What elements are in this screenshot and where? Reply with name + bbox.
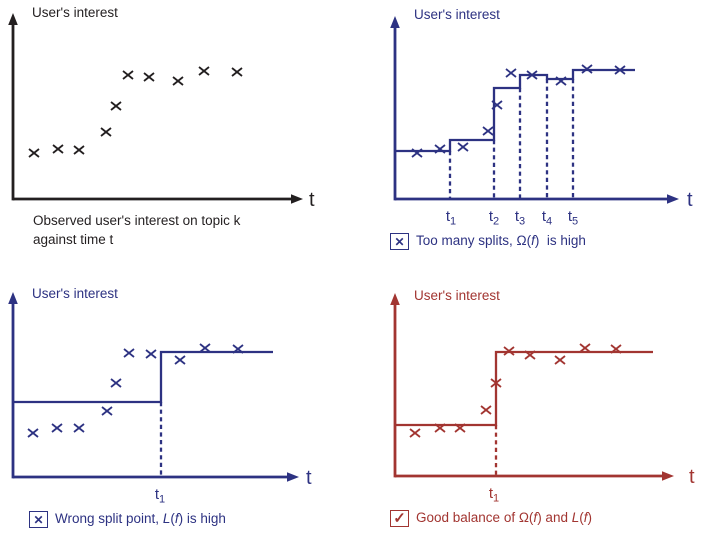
x-axis-arrow: [291, 194, 303, 204]
y-axis-arrow: [8, 13, 18, 25]
data-point: [123, 348, 135, 358]
y-axis-arrow: [390, 16, 400, 28]
tick-label: t1: [155, 486, 165, 506]
tick-label: t5: [568, 208, 578, 228]
data-point: [100, 127, 112, 137]
panel-caption: Observed user's interest on topic k agai…: [33, 213, 241, 247]
data-point: [172, 76, 184, 86]
x-axis-arrow: [287, 472, 299, 482]
panel-wrong-split-chart: t1 User's interest t: [8, 286, 312, 506]
data-point: [554, 355, 566, 365]
data-point: [174, 355, 186, 365]
data-point: [199, 343, 211, 353]
data-point: [480, 405, 492, 415]
y-axis-arrow: [390, 293, 400, 305]
data-point: [482, 126, 494, 136]
data-point: [411, 148, 423, 158]
axes: [390, 293, 674, 481]
x-axis-label: t: [687, 189, 693, 211]
step-function-line: [13, 350, 273, 404]
data-point: [409, 428, 421, 438]
data-point: [73, 423, 85, 433]
axes: [8, 292, 299, 482]
y-axis-title: User's interest: [414, 288, 500, 303]
axes: [8, 13, 303, 204]
data-point: [434, 144, 446, 154]
data-point: [524, 350, 536, 360]
data-point: [52, 144, 64, 154]
tick-label: t1: [446, 208, 456, 228]
data-point: [454, 423, 466, 433]
data-point: [143, 72, 155, 82]
split-lines: [448, 79, 575, 198]
caption-text: Too many splits, Ω(f) is high: [416, 233, 586, 249]
data-point: [505, 68, 517, 78]
tick-label: t3: [515, 208, 525, 228]
x-axis-arrow: [667, 194, 679, 204]
data-point: [231, 67, 243, 77]
caption-text: Wrong split point, L(f) is high: [55, 511, 226, 527]
data-point: [110, 101, 122, 111]
data-points: [28, 66, 243, 158]
step-function-line: [395, 350, 653, 427]
tick-label: t1: [489, 485, 499, 505]
data-point: [526, 70, 538, 80]
data-point: [581, 64, 593, 74]
data-point: [73, 145, 85, 155]
data-points: [27, 343, 244, 438]
data-point: [503, 346, 515, 356]
tick-label: t2: [489, 208, 499, 228]
step-function-line: [395, 68, 635, 153]
panel-observed-chart: User's interest t: [8, 5, 315, 211]
caption-text: Good balance of Ω(f) and L(f): [416, 510, 592, 526]
panel-good-balance-chart: t1 User's interest t: [390, 288, 695, 505]
data-point: [457, 142, 469, 152]
data-point: [28, 148, 40, 158]
check-box-icon: ✓: [390, 510, 409, 527]
y-axis-title: User's interest: [32, 286, 118, 301]
tick-label: t4: [542, 208, 552, 228]
cross-box-icon: ✕: [390, 233, 409, 250]
data-point: [610, 344, 622, 354]
y-axis-arrow: [8, 292, 18, 304]
data-point: [110, 378, 122, 388]
data-point: [490, 378, 502, 388]
y-axis-title: User's interest: [414, 7, 500, 22]
data-point: [51, 423, 63, 433]
panel-caption: ✓ Good balance of Ω(f) and L(f): [390, 510, 592, 527]
data-point: [145, 349, 157, 359]
data-point: [579, 343, 591, 353]
data-point: [122, 70, 134, 80]
data-point: [101, 406, 113, 416]
data-points: [411, 64, 626, 158]
data-point: [27, 428, 39, 438]
panel-caption: ✕ Wrong split point, L(f) is high: [29, 511, 226, 528]
panel-too-many-splits-chart: t1 t2 t3 t4 t5 User's interest t: [390, 7, 693, 228]
y-axis-title: User's interest: [32, 5, 118, 20]
cross-box-icon: ✕: [29, 511, 48, 528]
axes: [390, 16, 679, 204]
panel-caption: ✕ Too many splits, Ω(f) is high: [390, 233, 586, 250]
x-axis-label: t: [689, 466, 695, 488]
x-axis-label: t: [309, 189, 315, 211]
data-point: [232, 344, 244, 354]
data-point: [614, 65, 626, 75]
x-axis-label: t: [306, 467, 312, 489]
data-points: [409, 343, 622, 438]
data-point: [198, 66, 210, 76]
data-point: [491, 100, 503, 110]
data-point: [434, 423, 446, 433]
data-point: [555, 76, 567, 86]
x-axis-arrow: [662, 471, 674, 481]
